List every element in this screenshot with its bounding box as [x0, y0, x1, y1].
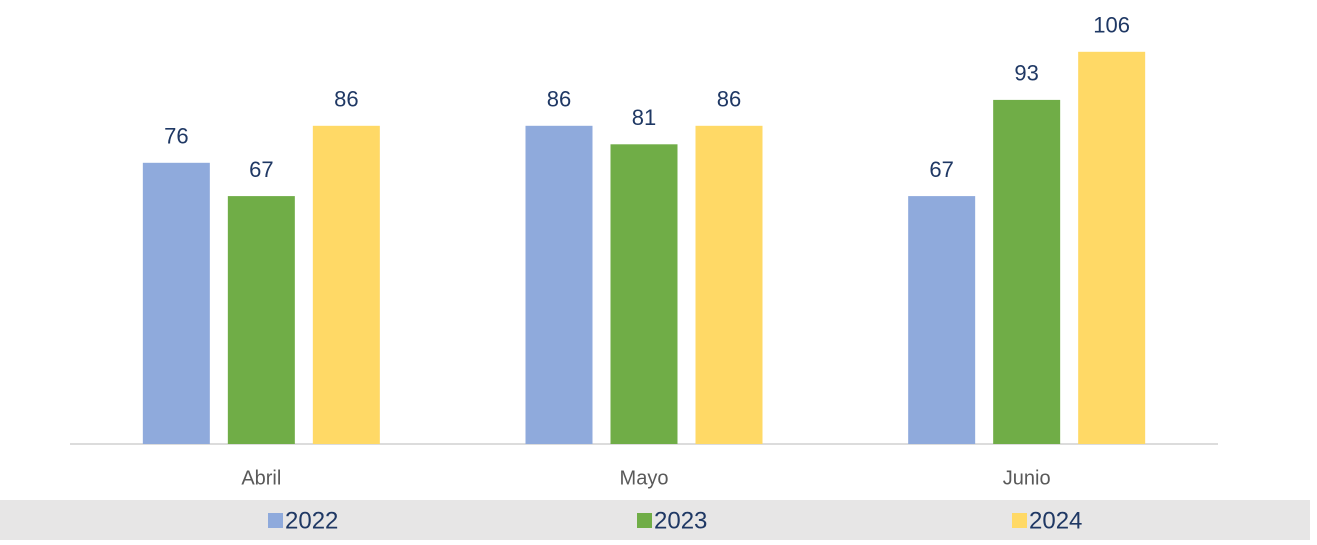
bar — [610, 144, 678, 445]
bar — [908, 196, 976, 444]
legend-label: 2022 — [285, 507, 338, 534]
data-label: 81 — [632, 105, 656, 130]
data-label: 106 — [1093, 13, 1130, 38]
data-label: 93 — [1014, 61, 1038, 86]
bar — [695, 125, 763, 445]
legend-swatch — [637, 513, 652, 528]
data-label: 86 — [547, 87, 571, 112]
x-tick-label: Abril — [241, 467, 281, 489]
data-label: 67 — [249, 157, 273, 182]
bar — [1078, 51, 1146, 445]
data-label: 67 — [929, 157, 953, 182]
data-label: 76 — [164, 124, 188, 149]
bar — [525, 125, 593, 445]
bar — [227, 196, 295, 444]
bar — [993, 99, 1061, 445]
legend-label: 2024 — [1029, 507, 1082, 534]
data-label: 86 — [717, 87, 741, 112]
x-tick-label: Junio — [1003, 467, 1051, 489]
data-label: 86 — [334, 87, 358, 112]
legend-swatch — [1012, 513, 1027, 528]
x-tick-label: Mayo — [620, 467, 669, 489]
legend-band — [0, 500, 1310, 540]
legend-swatch — [268, 513, 283, 528]
bar — [312, 125, 380, 445]
bar — [142, 162, 210, 445]
legend-label: 2023 — [654, 507, 707, 534]
